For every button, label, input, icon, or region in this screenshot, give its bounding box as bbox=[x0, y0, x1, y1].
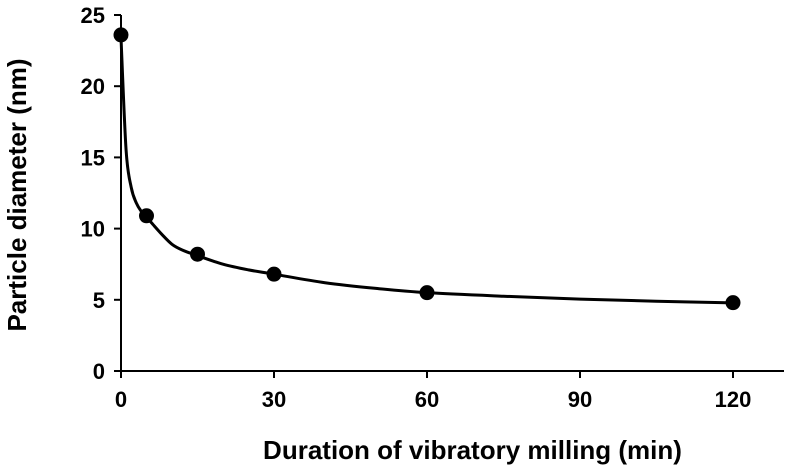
data-point bbox=[113, 27, 129, 43]
x-axis-ticks: 0 30 60 90 120 bbox=[115, 371, 751, 412]
y-tick-label: 10 bbox=[81, 217, 105, 242]
data-point bbox=[190, 246, 205, 262]
trend-line bbox=[119, 37, 734, 305]
x-tick-label: 90 bbox=[568, 387, 592, 412]
data-points bbox=[113, 27, 741, 311]
y-tick-label: 5 bbox=[93, 288, 105, 313]
data-point bbox=[139, 208, 154, 224]
x-tick-label: 30 bbox=[262, 387, 286, 412]
x-tick-label: 120 bbox=[715, 387, 752, 412]
y-tick-label: 0 bbox=[93, 359, 105, 384]
y-axis-title: Particle diameter (nm) bbox=[2, 58, 32, 331]
y-axis-ticks: 0 5 10 15 20 25 bbox=[81, 3, 121, 384]
data-point bbox=[266, 266, 282, 282]
axes bbox=[120, 15, 784, 372]
x-tick-label: 0 bbox=[115, 387, 127, 412]
x-tick-label: 60 bbox=[415, 387, 439, 412]
y-tick-label: 15 bbox=[81, 145, 105, 170]
data-point bbox=[725, 295, 741, 311]
data-point bbox=[419, 285, 435, 301]
x-axis-title: Duration of vibratory milling (min) bbox=[263, 435, 682, 465]
y-tick-label: 25 bbox=[81, 3, 105, 28]
y-tick-label: 20 bbox=[81, 74, 105, 99]
